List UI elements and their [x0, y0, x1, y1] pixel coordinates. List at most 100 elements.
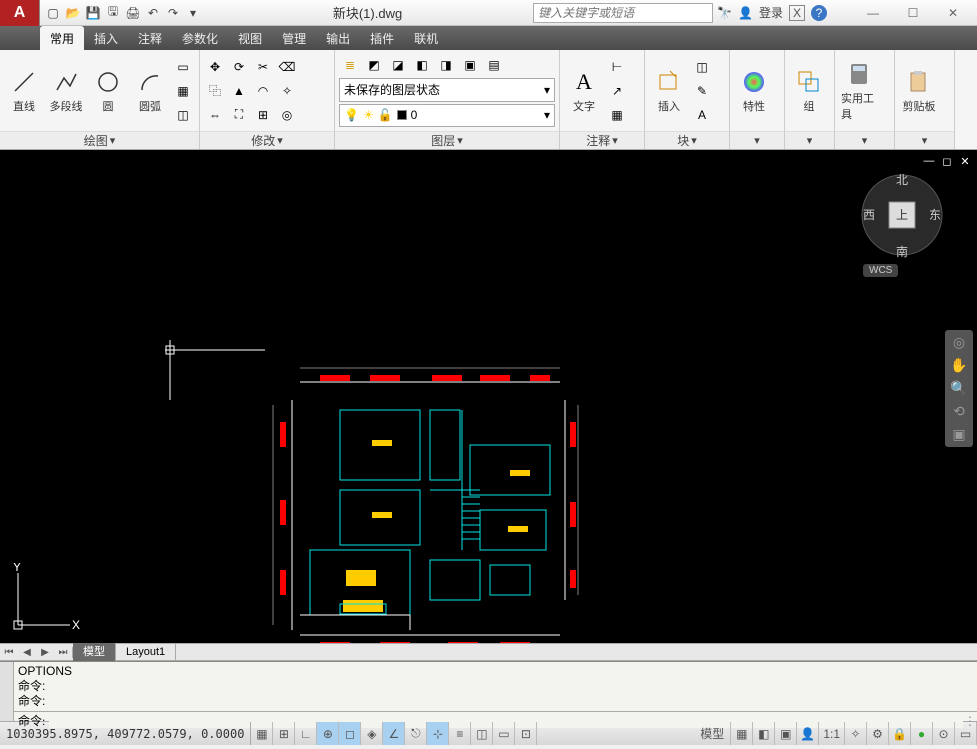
- rotate-icon[interactable]: ⟳: [228, 56, 250, 78]
- tab-注释[interactable]: 注释: [128, 26, 172, 51]
- scale-readout[interactable]: 1:1: [819, 722, 845, 745]
- maximize-button[interactable]: ☐: [893, 3, 933, 23]
- text-button[interactable]: A文字: [564, 66, 604, 116]
- array-icon[interactable]: ⊞: [252, 104, 274, 126]
- scale-icon[interactable]: ⛶: [228, 104, 250, 126]
- app-logo[interactable]: A: [0, 0, 40, 26]
- table-icon[interactable]: ▦: [606, 104, 628, 126]
- model-space-button[interactable]: 模型: [694, 722, 731, 745]
- tab-输出[interactable]: 输出: [316, 26, 360, 51]
- undo-icon[interactable]: ↶: [144, 4, 162, 22]
- explode-icon[interactable]: ✧: [276, 80, 298, 102]
- sb-grid-icon[interactable]: ▦: [731, 722, 753, 745]
- tab-last-icon[interactable]: ⏭: [54, 647, 72, 658]
- showmotion-icon[interactable]: ▣: [952, 426, 965, 443]
- tab-参数化[interactable]: 参数化: [172, 26, 228, 51]
- user-icon[interactable]: 👤: [738, 6, 753, 20]
- layer-5-icon[interactable]: ▣: [459, 54, 481, 76]
- qat-more-icon[interactable]: ▾: [184, 4, 202, 22]
- sb-qview-icon[interactable]: ▣: [775, 722, 797, 745]
- redo-icon[interactable]: ↷: [164, 4, 182, 22]
- layout-tab-Layout1[interactable]: Layout1: [116, 643, 176, 661]
- polar-toggle[interactable]: ⊕: [317, 722, 339, 745]
- hatch-icon[interactable]: ▦: [172, 80, 194, 102]
- toolbar-lock-icon[interactable]: 🔒: [889, 722, 911, 745]
- hardware-icon[interactable]: ●: [911, 722, 933, 745]
- iso-icon[interactable]: ⊙: [933, 722, 955, 745]
- layer-state-combo[interactable]: 未保存的图层状态▾: [339, 78, 555, 102]
- layer-4-icon[interactable]: ◨: [435, 54, 457, 76]
- new-icon[interactable]: ▢: [44, 4, 62, 22]
- tab-插件[interactable]: 插件: [360, 26, 404, 51]
- wcs-badge[interactable]: WCS: [863, 264, 898, 277]
- 3dosnap-toggle[interactable]: ◈: [361, 722, 383, 745]
- mirror-icon[interactable]: ▲: [228, 80, 250, 102]
- tab-first-icon[interactable]: ⏮: [0, 647, 18, 658]
- line-button[interactable]: 直线: [4, 66, 44, 116]
- ws-icon[interactable]: ⚙: [867, 722, 889, 745]
- erase-icon[interactable]: ⌫: [276, 56, 298, 78]
- sb-layout-icon[interactable]: ◧: [753, 722, 775, 745]
- osnap-toggle[interactable]: ◻: [339, 722, 361, 745]
- dim-icon[interactable]: ⊢: [606, 56, 628, 78]
- doc-max-icon[interactable]: ◻: [939, 154, 955, 168]
- group-button[interactable]: 组: [789, 66, 829, 116]
- move-icon[interactable]: ✥: [204, 56, 226, 78]
- rect-icon[interactable]: ▭: [172, 56, 194, 78]
- minimize-button[interactable]: —: [853, 3, 893, 23]
- region-icon[interactable]: ◫: [172, 104, 194, 126]
- circle-button[interactable]: 圆: [88, 66, 128, 116]
- copy-icon[interactable]: ⿻: [204, 80, 226, 102]
- offset-icon[interactable]: ◎: [276, 104, 298, 126]
- create-block-icon[interactable]: ◫: [691, 56, 713, 78]
- doc-close-icon[interactable]: ✕: [957, 154, 973, 168]
- polyline-button[interactable]: 多段线: [46, 66, 86, 116]
- save-icon[interactable]: 💾: [84, 4, 102, 22]
- annovis-icon[interactable]: ✧: [845, 722, 867, 745]
- edit-block-icon[interactable]: ✎: [691, 80, 713, 102]
- clean-icon[interactable]: ▭: [955, 722, 977, 745]
- ortho-toggle[interactable]: ∟: [295, 722, 317, 745]
- layer-props-icon[interactable]: ≣: [339, 54, 361, 76]
- tab-常用[interactable]: 常用: [40, 26, 84, 51]
- layer-current-combo[interactable]: 💡 ☀ 🔓 0▾: [339, 104, 555, 128]
- drawing-canvas[interactable]: — ◻ ✕ 上 北 南 东 西 WCS ◎ ✋ 🔍 ⟲ ▣ YX: [0, 150, 977, 643]
- tab-prev-icon[interactable]: ◀: [18, 647, 36, 658]
- tab-联机[interactable]: 联机: [404, 26, 448, 51]
- fillet-icon[interactable]: ◠: [252, 80, 274, 102]
- wheel-icon[interactable]: ◎: [953, 334, 965, 351]
- snap-toggle[interactable]: ▦: [251, 722, 273, 745]
- tab-视图[interactable]: 视图: [228, 26, 272, 51]
- viewcube[interactable]: 上 北 南 东 西 WCS: [857, 170, 947, 260]
- util-button[interactable]: 实用工具: [839, 58, 879, 124]
- coordinates-readout[interactable]: 1030395.8975, 409772.0579, 0.0000: [0, 722, 251, 745]
- tpy-toggle[interactable]: ◫: [471, 722, 493, 745]
- layer-1-icon[interactable]: ◩: [363, 54, 385, 76]
- search-input[interactable]: [533, 3, 713, 23]
- attr-icon[interactable]: A: [691, 104, 713, 126]
- help-icon[interactable]: ?: [811, 5, 827, 21]
- dyn-toggle[interactable]: ⊹: [427, 722, 449, 745]
- pan-icon[interactable]: ✋: [950, 357, 967, 374]
- tab-next-icon[interactable]: ▶: [36, 647, 54, 658]
- zoom-icon[interactable]: 🔍: [950, 380, 967, 397]
- close-button[interactable]: ✕: [933, 3, 973, 23]
- qp-toggle[interactable]: ▭: [493, 722, 515, 745]
- lwt-toggle[interactable]: ≡: [449, 722, 471, 745]
- paste-button[interactable]: 剪贴板: [899, 66, 939, 116]
- props-button[interactable]: 特性: [734, 66, 774, 116]
- binoculars-icon[interactable]: 🔭: [717, 6, 732, 20]
- ducs-toggle[interactable]: ⎋: [405, 722, 427, 745]
- stretch-icon[interactable]: ⇔: [204, 104, 226, 126]
- orbit-icon[interactable]: ⟲: [953, 403, 965, 420]
- open-icon[interactable]: 📂: [64, 4, 82, 22]
- layout-tab-模型[interactable]: 模型: [73, 643, 116, 661]
- tab-插入[interactable]: 插入: [84, 26, 128, 51]
- print-icon[interactable]: 🖨: [124, 4, 142, 22]
- annoscale-icon[interactable]: 👤: [797, 722, 819, 745]
- insert-button[interactable]: 插入: [649, 66, 689, 116]
- cmd-scrollbar[interactable]: [0, 662, 14, 721]
- doc-min-icon[interactable]: —: [921, 154, 937, 168]
- grid-toggle[interactable]: ⊞: [273, 722, 295, 745]
- layer-3-icon[interactable]: ◧: [411, 54, 433, 76]
